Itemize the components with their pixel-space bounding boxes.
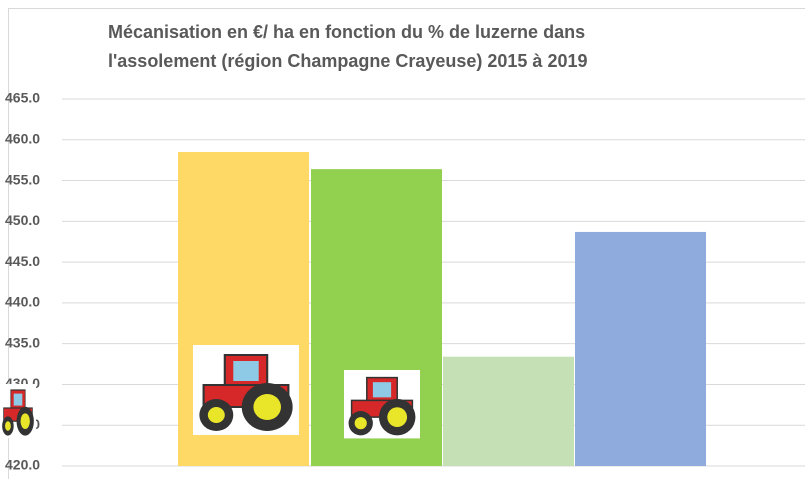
bar: [575, 232, 706, 466]
y-tick-label: 440.0: [5, 294, 40, 310]
y-tick-label: 420.0: [5, 457, 40, 473]
y-tick-label: 455.0: [5, 171, 40, 187]
tractor-icon: [0, 384, 36, 438]
chart-title: l'assolement (région Champagne Crayeuse)…: [108, 51, 588, 71]
tractor-icon: [193, 345, 299, 435]
tractor-icon: [344, 370, 420, 438]
y-tick-label: 435.0: [5, 334, 40, 350]
chart: Mécanisation en €/ ha en fonction du % d…: [0, 0, 805, 479]
y-tick-label: 445.0: [5, 253, 40, 269]
y-tick-label: 460.0: [5, 130, 40, 146]
y-tick-label: 450.0: [5, 212, 40, 228]
bar: [443, 357, 574, 466]
y-tick-label: 465.0: [5, 90, 40, 106]
chart-title: Mécanisation en €/ ha en fonction du % d…: [108, 22, 585, 42]
